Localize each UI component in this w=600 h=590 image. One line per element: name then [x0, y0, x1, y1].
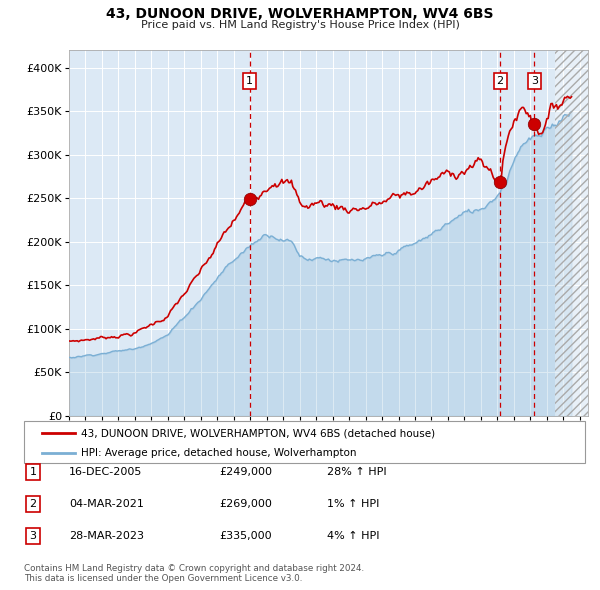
Text: Price paid vs. HM Land Registry's House Price Index (HPI): Price paid vs. HM Land Registry's House …	[140, 20, 460, 30]
Text: 43, DUNOON DRIVE, WOLVERHAMPTON, WV4 6BS: 43, DUNOON DRIVE, WOLVERHAMPTON, WV4 6BS	[106, 7, 494, 21]
Text: Contains HM Land Registry data © Crown copyright and database right 2024.
This d: Contains HM Land Registry data © Crown c…	[24, 563, 364, 583]
Text: 43, DUNOON DRIVE, WOLVERHAMPTON, WV4 6BS (detached house): 43, DUNOON DRIVE, WOLVERHAMPTON, WV4 6BS…	[81, 428, 435, 438]
Text: 1: 1	[29, 467, 37, 477]
Text: 16-DEC-2005: 16-DEC-2005	[69, 467, 142, 477]
Text: 04-MAR-2021: 04-MAR-2021	[69, 499, 144, 509]
Text: 1: 1	[246, 76, 253, 86]
Text: 28% ↑ HPI: 28% ↑ HPI	[327, 467, 386, 477]
Text: 4% ↑ HPI: 4% ↑ HPI	[327, 531, 380, 540]
Text: 3: 3	[531, 76, 538, 86]
Text: 2: 2	[497, 76, 504, 86]
Text: £335,000: £335,000	[219, 531, 272, 540]
Text: 28-MAR-2023: 28-MAR-2023	[69, 531, 144, 540]
Text: 1% ↑ HPI: 1% ↑ HPI	[327, 499, 379, 509]
Text: 2: 2	[29, 499, 37, 509]
Text: £249,000: £249,000	[219, 467, 272, 477]
Text: £269,000: £269,000	[219, 499, 272, 509]
Text: HPI: Average price, detached house, Wolverhampton: HPI: Average price, detached house, Wolv…	[81, 448, 356, 457]
Text: 3: 3	[29, 531, 37, 540]
